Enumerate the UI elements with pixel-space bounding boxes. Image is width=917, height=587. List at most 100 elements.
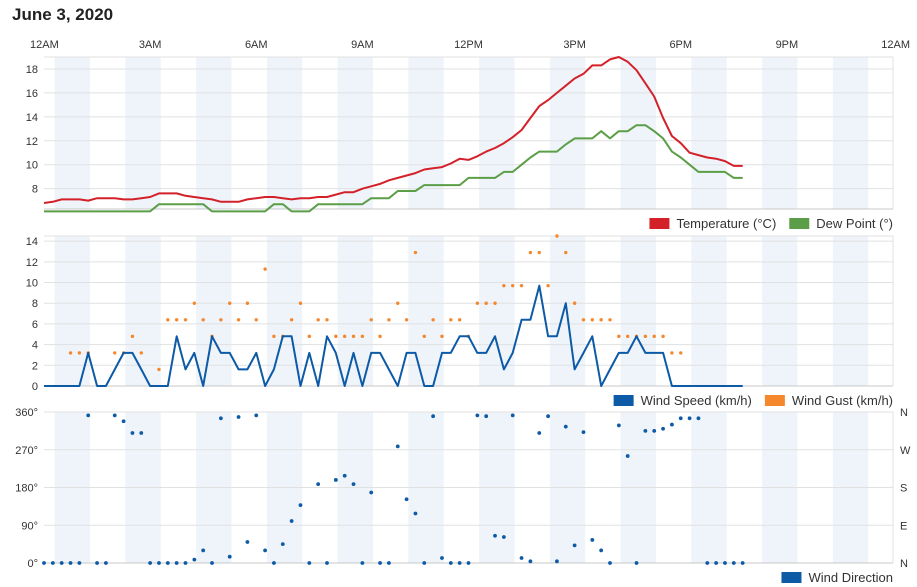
legend-label: Wind Speed (km/h) bbox=[641, 393, 752, 408]
time-band bbox=[266, 57, 303, 209]
wind-speed-line bbox=[44, 284, 743, 387]
wind-direction-dot bbox=[254, 413, 259, 418]
x-tick-label: 12PM bbox=[454, 39, 483, 51]
wind-direction-dot bbox=[652, 428, 657, 433]
wind-gust-dot bbox=[254, 318, 258, 322]
x-tick-label: 3PM bbox=[563, 39, 586, 51]
wind-direction-dot bbox=[466, 561, 471, 565]
wind-direction-dot bbox=[130, 431, 135, 435]
wind-direction-dot bbox=[316, 482, 321, 487]
wind-direction-dot bbox=[572, 543, 577, 548]
legend-label: Temperature (°C) bbox=[676, 216, 776, 231]
wind-direction-dot bbox=[325, 561, 329, 565]
wind-gust-dot bbox=[546, 283, 550, 288]
y-tick-label: 12 bbox=[26, 136, 38, 148]
dew-point-line bbox=[44, 124, 743, 213]
y-tick-label: 360° bbox=[15, 407, 38, 419]
time-axis: 12AM 3AM 6AM 9AM 12PM 3PM 6PM 9PM 12AM bbox=[30, 39, 910, 51]
y-tick-label-right: N bbox=[900, 407, 908, 419]
wind-gust-dot bbox=[68, 351, 73, 355]
wind-direction-dot bbox=[563, 424, 568, 429]
y-tick-label: 16 bbox=[26, 88, 38, 100]
wind-gust-dot bbox=[298, 301, 303, 305]
wind-gust-dot bbox=[599, 318, 603, 322]
wind-gust-dot bbox=[113, 351, 117, 355]
wind-gust-dot bbox=[537, 250, 541, 255]
wind-direction-dot bbox=[581, 430, 586, 435]
time-band bbox=[408, 57, 444, 209]
wind-gust-dot bbox=[201, 318, 205, 322]
wind-direction-dot bbox=[183, 561, 188, 565]
wind-gust-dot bbox=[351, 334, 356, 339]
y-tick-label: 180° bbox=[15, 483, 38, 495]
chart-title: June 3, 2020 bbox=[12, 5, 114, 24]
wind-direction-panel: 0° N 90° E 180° S 270° W 360° N Wind Direction bbox=[15, 407, 911, 585]
wind-gust-dot bbox=[130, 334, 135, 339]
wind-gust-dot bbox=[334, 334, 338, 339]
wind-direction-dot bbox=[422, 561, 427, 565]
wind-gust-dot bbox=[174, 318, 179, 322]
wind-direction-dot bbox=[210, 561, 214, 565]
wind-gust-dot bbox=[166, 318, 170, 322]
wind-direction-dot bbox=[599, 548, 604, 553]
time-band bbox=[762, 57, 798, 209]
x-tick-label: 9PM bbox=[776, 39, 799, 51]
wind-direction-dot bbox=[112, 413, 117, 418]
wind-direction-dot bbox=[201, 548, 206, 553]
time-band bbox=[762, 236, 798, 386]
wind-gust-dot bbox=[236, 318, 241, 322]
legend-swatch bbox=[613, 395, 634, 406]
y-tick-label: 14 bbox=[26, 236, 38, 248]
time-band bbox=[408, 236, 444, 386]
wind-direction-dot bbox=[342, 473, 347, 478]
wind-direction-dot bbox=[537, 431, 542, 435]
wind-gust-dot bbox=[378, 334, 382, 339]
wind-direction-dot bbox=[546, 414, 550, 419]
wind-gust-dot bbox=[555, 234, 559, 238]
wind-direction-dot bbox=[457, 561, 462, 565]
wind-direction-dot bbox=[448, 561, 453, 565]
time-band bbox=[620, 236, 656, 386]
wind-direction-dot bbox=[431, 414, 436, 419]
wind-direction-dot bbox=[263, 548, 267, 553]
wind-direction-dot bbox=[174, 561, 179, 565]
wind-gust-dot bbox=[590, 318, 595, 322]
legend-label: Wind Direction bbox=[808, 570, 893, 585]
wind-gust-dot bbox=[449, 318, 453, 322]
wind-direction-dot bbox=[86, 413, 91, 418]
wind-direction-dot bbox=[104, 561, 108, 565]
wind-gust-dot bbox=[475, 301, 480, 305]
y-tick-label: 270° bbox=[15, 445, 38, 457]
time-band bbox=[691, 236, 727, 386]
legend-swatch bbox=[764, 395, 785, 406]
x-tick-label: 12AM bbox=[30, 39, 59, 51]
time-band bbox=[832, 57, 869, 209]
wind-gust-dot bbox=[617, 334, 621, 339]
wind-direction-dot bbox=[687, 416, 692, 421]
wind-gust-dot bbox=[511, 283, 515, 288]
time-band bbox=[196, 236, 232, 386]
wind-direction-dot bbox=[227, 554, 232, 559]
time-band bbox=[196, 57, 232, 209]
legend-swatch bbox=[789, 218, 810, 229]
wind-direction-dot bbox=[307, 561, 312, 565]
y-tick-label-right: W bbox=[900, 445, 911, 457]
wind-gust-dot bbox=[413, 250, 418, 255]
wind-gust-dot bbox=[643, 334, 648, 339]
legend-label: Wind Gust (km/h) bbox=[792, 393, 893, 408]
legend-swatch bbox=[649, 218, 670, 229]
y-tick-label: 0 bbox=[32, 381, 38, 393]
wind-direction-dot bbox=[245, 540, 250, 544]
wind-direction-dot bbox=[50, 561, 55, 565]
wind-direction-dot bbox=[528, 559, 533, 564]
wind-gust-dot bbox=[360, 334, 365, 339]
wind-panel: 0 2 4 6 8 10 12 14 Wind Gust (km/h) Wind Speed (k… bbox=[26, 234, 894, 408]
wind-gust-dot bbox=[493, 301, 497, 305]
y-tick-label: 8 bbox=[32, 184, 38, 196]
wind-direction-dot bbox=[236, 415, 241, 419]
wind-gust-dot bbox=[369, 318, 373, 322]
wind-direction-dot bbox=[484, 414, 489, 419]
wind-direction-dot bbox=[440, 556, 444, 560]
wind-gust-dot bbox=[183, 318, 188, 322]
wind-direction-dot bbox=[95, 561, 99, 565]
